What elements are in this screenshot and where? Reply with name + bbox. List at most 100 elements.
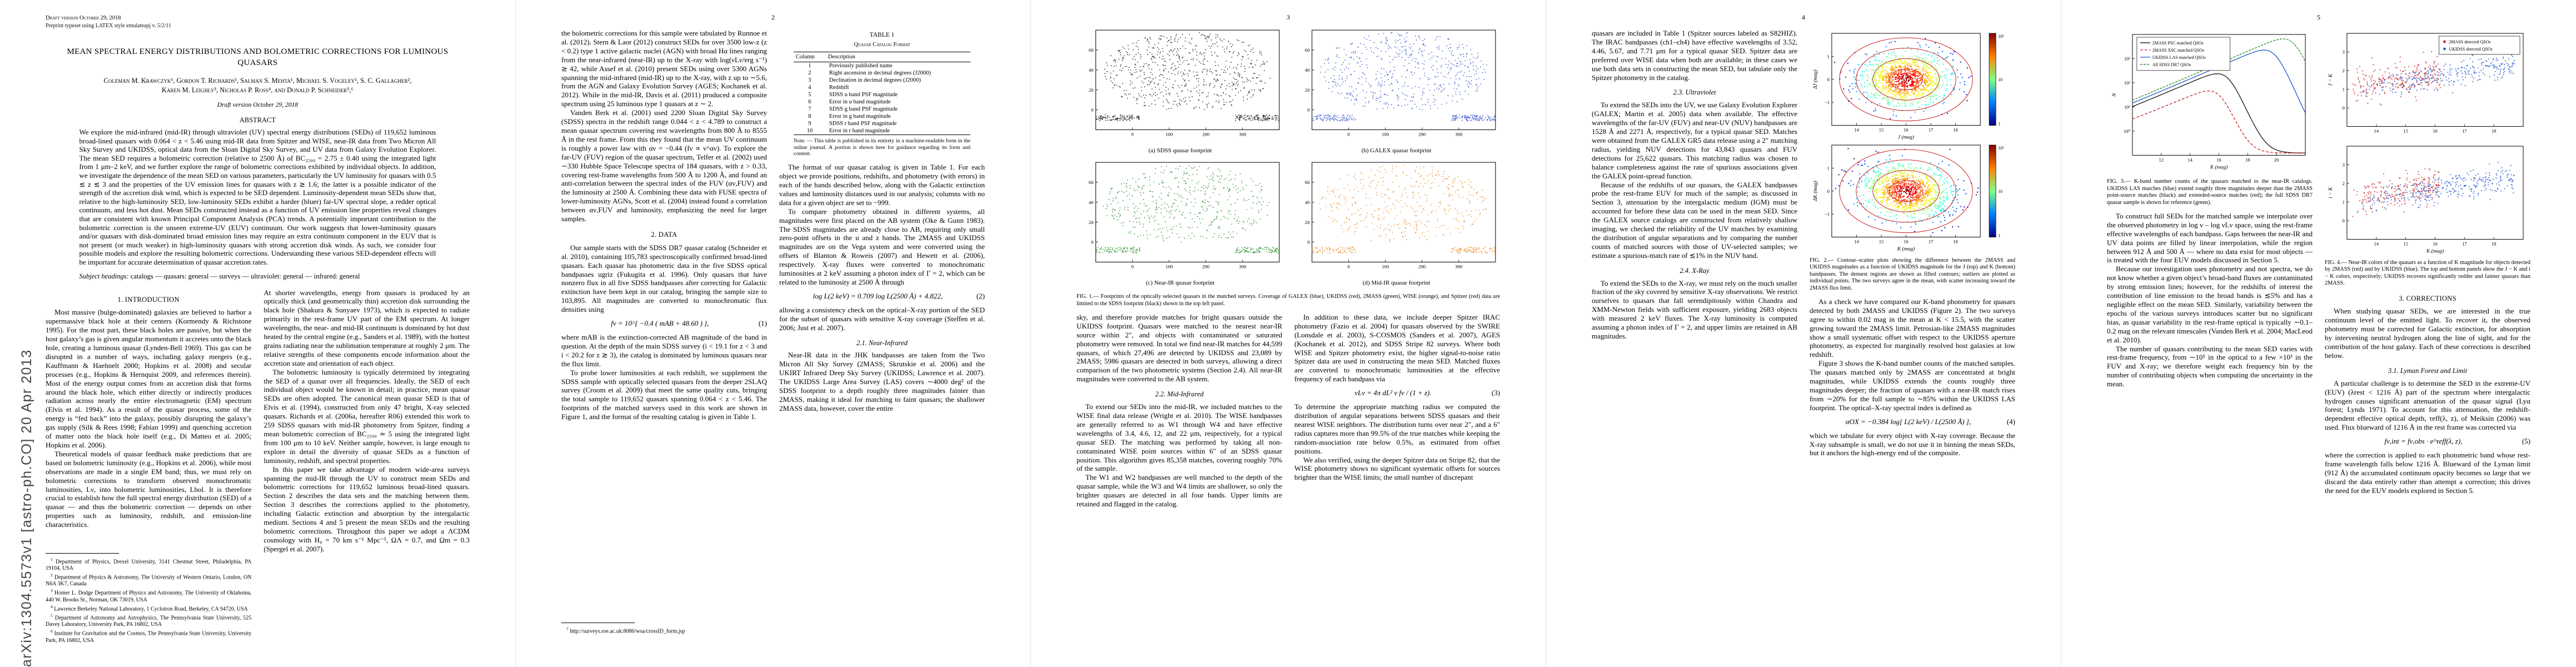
- midir-footprint-plot: 0 100 200 300 0 20 40 60: [1293, 159, 1500, 279]
- data-overview-paragraphs-2: where mAB is the extinction-corrected AB…: [561, 333, 767, 421]
- page2-columns: the bolometric corrections for this samp…: [561, 29, 985, 635]
- svg-text:17: 17: [1929, 239, 1933, 245]
- svg-text:18: 18: [1953, 127, 1957, 133]
- svg-text:16: 16: [1904, 127, 1908, 133]
- subject-headings-text: catalogs — quasars: general — surveys — …: [128, 272, 360, 280]
- svg-text:1: 1: [1998, 122, 2000, 127]
- corrections-paragraphs: When studying quasar SEDs, we are intere…: [2325, 307, 2530, 360]
- svg-text:J (mag): J (mag): [1898, 134, 1914, 140]
- page4-right-column: 14 15 16 17 18 −1 0 1 J (mag) ΔJ (mag) 1 10 10² 14 15…: [1810, 29, 2015, 635]
- paragraph: the bolometric corrections for this samp…: [561, 29, 767, 108]
- paragraph: quasars are included in Table 1 (Spitzer…: [1592, 29, 1797, 82]
- paragraph: Vanden Berk et al. (2001) used 2200 Sloa…: [561, 108, 767, 223]
- section-heading-mid-infrared: 2.2. Mid-Infrared: [1155, 390, 1204, 399]
- table1-block: TABLE 1 Quasar Catalog Format Column Desc…: [779, 31, 985, 157]
- svg-text:300: 300: [1239, 132, 1246, 137]
- footnote-list: 1 Department of Physics, Drexel Universi…: [46, 556, 252, 644]
- page2-left-text: the bolometric corrections for this samp…: [561, 29, 767, 616]
- svg-text:40: 40: [1305, 67, 1310, 73]
- svg-text:100: 100: [1382, 264, 1389, 270]
- paragraph: To construct full SEDs for the matched s…: [2107, 211, 2313, 265]
- lyman-paragraphs-2: where the correction is applied to each …: [2325, 451, 2530, 495]
- paragraph: To extend the SEDs to the X-ray, we must…: [1592, 278, 1797, 340]
- spitzer-paragraphs: In addition to these data, we include de…: [1294, 313, 1500, 384]
- draft-version-line: Draft version October 29, 2018: [46, 15, 121, 21]
- figure1-cell-a: 0 100 200 300 0 20 40 60 (a) SDSS quasar footpr…: [1077, 27, 1284, 158]
- svg-text:10²: 10²: [1998, 34, 2004, 39]
- paragraph: Figure 3 shows the K-band number counts …: [1810, 359, 2015, 412]
- table-row: 5 SDSS u band PSF magnitude: [808, 91, 898, 98]
- paragraph: To compare photometry obtained in differ…: [779, 207, 985, 286]
- table-row: 7 SDSS g band PSF magnitude: [808, 106, 898, 112]
- equation-5: fν,int = fν,obs · e^τeff(λ, z), (5): [2325, 437, 2530, 446]
- abstract-text: We explore the mid-infrared (mid-IR) thr…: [79, 128, 436, 266]
- paragraph: At shorter wavelengths, energy from quas…: [263, 288, 470, 367]
- paragraph: Most massive (bulge-dominated) galaxies …: [46, 308, 252, 449]
- sed-construction-paragraphs: To construct full SEDs for the matched s…: [2107, 212, 2313, 389]
- equation-4-body: αOX = −0.384 log[ L(2 keV) / L(2500 Å) ]…: [1845, 417, 1971, 426]
- footnote: 2 Department of Physics & Astronomy, The…: [46, 572, 252, 588]
- svg-text:20: 20: [1305, 87, 1310, 93]
- svg-text:ΔJ (mag): ΔJ (mag): [1812, 69, 1818, 89]
- svg-text:0: 0: [1307, 107, 1309, 113]
- figure3-number-counts-plot: 12 14 16 18 20 10⁰ 10¹ 10² 10³ K (mag) N 2MASS PSC …: [2107, 30, 2313, 175]
- section-heading-lyman: 3.1. Lyman Forest and Limit: [2388, 366, 2468, 375]
- nearir-footprint-plot: 0 100 200 300 0 20 40 60: [1077, 159, 1284, 279]
- paragraph: In addition to these data, we include de…: [1294, 312, 1500, 384]
- footnote: 5 Department of Astronomy and Astrophysi…: [46, 613, 252, 628]
- page1-left-column: 1. INTRODUCTION Most massive (bulge-domi…: [46, 288, 252, 644]
- paragraph: Because our investigation uses photometr…: [2107, 265, 2313, 344]
- figure4-color-panel-bottom: 14 15 16 17 18 0 1 2 3 K (mag) i − K: [2325, 143, 2530, 256]
- page-number: 4: [1802, 13, 1805, 21]
- table-row: 4 Redshift: [808, 84, 849, 91]
- equation-1-body: fν = 10^[ −0.4 ( mAB + 48.60 ) ],: [611, 319, 709, 328]
- figure2-caption: FIG. 2.— Contour–scatter plots showing t…: [1810, 257, 2015, 291]
- table1-note: Note. — This table is published in its e…: [793, 137, 971, 157]
- ultraviolet-paragraphs: To extend the SEDs into the UV, we use G…: [1592, 101, 1797, 260]
- equation-2-body: log L(2 keV) = 0.709 log L(2500 Å) + 4.8…: [813, 291, 943, 300]
- svg-text:20: 20: [1089, 220, 1094, 225]
- table-header: Description: [825, 52, 971, 62]
- paragraph: which we tabulate for every object with …: [1810, 431, 2015, 457]
- svg-text:300: 300: [1239, 264, 1246, 270]
- svg-text:−1: −1: [1825, 99, 1830, 105]
- equation-4: αOX = −0.384 log[ L(2 keV) / L(2500 Å) ]…: [1810, 417, 2015, 426]
- svg-text:1: 1: [1827, 166, 1830, 171]
- footnote-list: 7 http://surveys.roe.ac.uk:8080/wsa/cros…: [561, 626, 767, 635]
- paragraph: The number of quasars contributing to th…: [2107, 344, 2313, 389]
- table-row: 3 Declination in decimal degrees (J2000): [808, 77, 921, 83]
- page-number: 3: [1287, 13, 1290, 21]
- date-line: Draft version October 29, 2018: [217, 102, 298, 108]
- page-4: 4 quasars are included in Table 1 (Spitz…: [1546, 0, 2061, 667]
- svg-text:100: 100: [1165, 132, 1173, 137]
- page2-left-column: the bolometric corrections for this samp…: [561, 29, 767, 635]
- svg-text:60: 60: [1305, 47, 1310, 53]
- equation-4-number: (4): [2006, 417, 2015, 426]
- svg-text:K (mag): K (mag): [1897, 246, 1915, 252]
- figure1-cell-d: 0 100 200 300 0 20 40 60 (d) Mid-IR quasar foot…: [1293, 159, 1500, 290]
- section-heading-data: 2. DATA: [651, 230, 677, 238]
- arxiv-stamp: arXiv:1304.5573v1 [astro-ph.CO] 20 Apr 2…: [19, 349, 34, 667]
- svg-text:40: 40: [1305, 200, 1310, 205]
- svg-text:15: 15: [1879, 239, 1884, 245]
- paragraph: The format of our quasar catalog is give…: [779, 163, 985, 207]
- figure1-subcaption-a: (a) SDSS quasar footprint: [1148, 147, 1212, 155]
- figure3: 12 14 16 18 20 10⁰ 10¹ 10² 10³ K (mag) N 2MASS PSC …: [2107, 30, 2313, 206]
- paragraph: where mAB is the extinction-corrected AB…: [561, 333, 767, 368]
- paragraph: where the correction is applied to each …: [2325, 451, 2530, 495]
- paragraph: Because of the redshifts of our quasars,…: [1592, 180, 1797, 260]
- paragraph: allowing a consistency check on the opti…: [779, 305, 985, 332]
- affiliation-footnotes: 1 Department of Physics, Drexel Universi…: [46, 546, 252, 644]
- preprint-style-line: Preprint typeset using LATEX style emula…: [46, 22, 172, 29]
- equation-5-body: fν,int = fν,obs · e^τeff(λ, z),: [2384, 437, 2463, 446]
- matching-radius-paragraphs: To determine the appropriate matching ra…: [1294, 402, 1500, 482]
- svg-text:15: 15: [1879, 127, 1884, 133]
- paragraph: sky, and therefore provide matches for b…: [1077, 312, 1282, 384]
- equation-5-number: (5): [2522, 437, 2530, 446]
- running-header: Draft version October 29, 2018 Preprint …: [46, 0, 470, 29]
- author-line: Coleman M. Krawczyk¹, Gordon T. Richards…: [103, 77, 412, 84]
- figure3-caption: FIG. 3.— K-band number counts of the qua…: [2107, 178, 2313, 206]
- paragraph: To probe lower luminosities at each reds…: [561, 368, 767, 421]
- figure2: 14 15 16 17 18 −1 0 1 J (mag) ΔJ (mag) 1 10 10² 14 15…: [1810, 30, 2015, 292]
